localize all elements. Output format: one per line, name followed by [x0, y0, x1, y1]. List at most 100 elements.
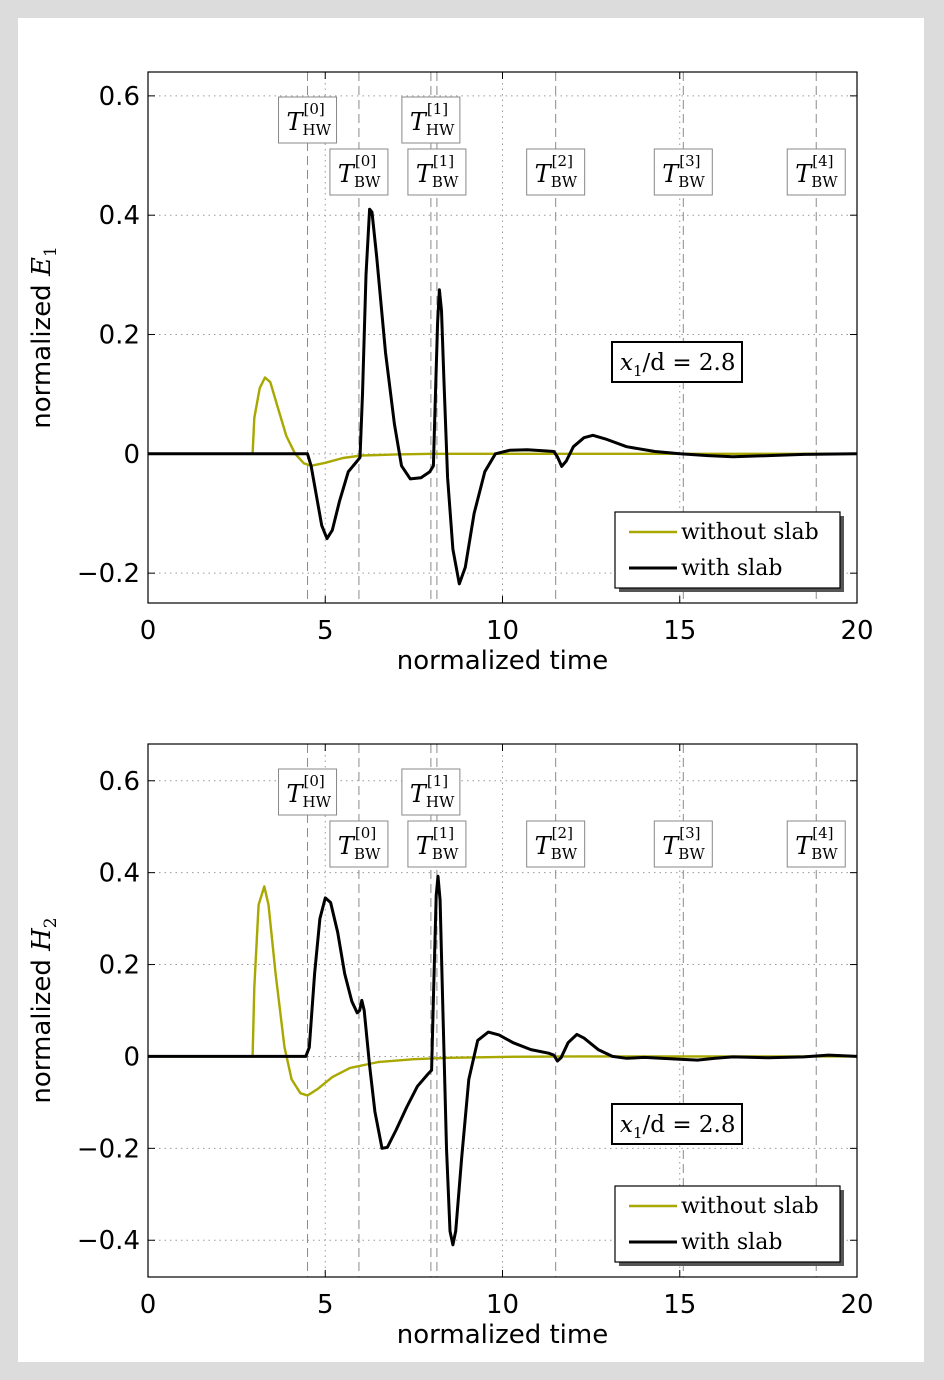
y-tick-label: −0.4 [77, 1226, 140, 1256]
figure: THW [0] THW [1] TBW [0] TBW [1] TBW [2] TBW [3] TBW[… [18, 18, 924, 1362]
marker-label-box [786, 820, 846, 868]
legend-frame [614, 1185, 841, 1263]
marker-label-bw: TBW[4] [786, 820, 846, 868]
marker-label-bw: TBW[2] [526, 820, 586, 868]
chart-panel-2: THW[0] THW[1]TBW[0] TBW[1] TBW[2] TBW[3] TBW[… [27, 743, 874, 1350]
marker-label-text: TBW [795, 160, 838, 191]
marker-label-text: THW [410, 108, 455, 139]
y-tick-label: 0.6 [99, 82, 140, 112]
marker-label-sup: [4] [812, 152, 833, 170]
y-tick-label: 0.4 [99, 201, 140, 231]
y-tick-label: 0.4 [99, 859, 140, 889]
marker-label-text: TBW [416, 832, 459, 863]
x-axis-label: normalized time [397, 1320, 608, 1350]
marker-label-text: THW [287, 780, 332, 811]
y-tick-label: 0 [123, 1042, 140, 1072]
marker-label-bw: TBW[1] [407, 148, 467, 196]
marker-label-sup: [2] [552, 824, 573, 842]
y-tick-label: 0.6 [99, 767, 140, 797]
marker-label-sup: [3] [679, 824, 700, 842]
marker-label-hw: THW[0] [278, 96, 338, 144]
chart-canvas: THW[0] THW[1]TBW[0] TBW[1] TBW[2] TBW[3] TBW[… [27, 71, 874, 1350]
marker-label-box [407, 148, 467, 196]
marker-label-sup: [1] [433, 152, 454, 170]
series-line-with-slab [148, 874, 858, 1247]
marker-label-box [278, 96, 338, 144]
marker-label-box [401, 96, 461, 144]
y-axis-label: normalized E1 [27, 246, 61, 429]
y-tick-label: −0.2 [77, 559, 140, 589]
x-tick-label: 15 [663, 1290, 696, 1320]
annotation-box: x1/d = 2.8 [611, 1103, 743, 1145]
marker-label-text: TBW [535, 160, 578, 191]
legend-label: without slab [681, 1194, 819, 1219]
marker-label-sup: [1] [427, 772, 448, 790]
series-line-with-slab [148, 207, 858, 586]
x-tick-label: 5 [317, 616, 334, 646]
marker-label-box [278, 768, 338, 816]
marker-label-bw: TBW[0] [329, 148, 389, 196]
marker-label-sup: [0] [355, 152, 376, 170]
x-tick-label: 15 [663, 616, 696, 646]
marker-label-hw: THW[1] [401, 96, 461, 144]
x-tick-label: 20 [840, 1290, 873, 1320]
annotation-frame [611, 341, 743, 383]
y-tick-label: 0.2 [99, 951, 140, 981]
marker-label-bw: TBW[3] [653, 148, 713, 196]
marker-label-text: TBW [795, 832, 838, 863]
marker-label-text: TBW [535, 832, 578, 863]
legend: without slab with slab [614, 511, 844, 592]
marker-label-hw: THW[1] [401, 768, 461, 816]
marker-label-sup: [4] [812, 824, 833, 842]
marker-label-box [786, 148, 846, 196]
marker-label-bw: TBW[3] [653, 820, 713, 868]
legend-label: with slab [681, 556, 782, 581]
marker-label-hw: THW[0] [278, 768, 338, 816]
legend-frame [614, 511, 841, 589]
marker-label-sup: [1] [427, 100, 448, 118]
x-tick-label: 5 [317, 1290, 334, 1320]
marker-label-box [407, 820, 467, 868]
marker-label-text: THW [410, 780, 455, 811]
marker-label-sup: [0] [304, 100, 325, 118]
x-axis-label: normalized time [397, 646, 608, 676]
annotation-box: x1/d = 2.8 [611, 341, 743, 383]
marker-label-bw: TBW[1] [407, 820, 467, 868]
y-axis-label: normalized H2 [27, 917, 61, 1103]
x-tick-label: 10 [486, 1290, 519, 1320]
marker-label-bw: TBW[0] [329, 820, 389, 868]
y-tick-label: 0 [123, 440, 140, 470]
marker-label-text: TBW [662, 832, 705, 863]
marker-label-text: TBW [416, 160, 459, 191]
marker-label-text: TBW [338, 832, 381, 863]
marker-label-bw: TBW[2] [526, 148, 586, 196]
x-tick-label: 0 [140, 616, 157, 646]
marker-label-box [653, 820, 713, 868]
legend: without slab with slab [614, 1185, 844, 1266]
chart-panel-1: THW[0] THW[1]TBW[0] TBW[1] TBW[2] TBW[3] TBW[… [27, 71, 874, 676]
x-tick-label: 20 [840, 616, 873, 646]
y-tick-label: 0.2 [99, 321, 140, 351]
x-tick-label: 10 [486, 616, 519, 646]
marker-label-box [401, 768, 461, 816]
annotation-frame [611, 1103, 743, 1145]
marker-label-sup: [0] [304, 772, 325, 790]
x-tick-label: 0 [140, 1290, 157, 1320]
marker-label-box [526, 148, 586, 196]
marker-label-bw: TBW[4] [786, 148, 846, 196]
legend-label: without slab [681, 520, 819, 545]
marker-label-box [653, 148, 713, 196]
annotation-text: x1/d = 2.8 [620, 1112, 735, 1142]
marker-label-sup: [0] [355, 824, 376, 842]
marker-label-text: THW [287, 108, 332, 139]
marker-label-box [329, 148, 389, 196]
marker-label-text: TBW [662, 160, 705, 191]
y-tick-label: −0.2 [77, 1134, 140, 1164]
marker-label-box [526, 820, 586, 868]
marker-label-sup: [2] [552, 152, 573, 170]
marker-label-sup: [1] [433, 824, 454, 842]
marker-label-text: TBW [338, 160, 381, 191]
marker-label-sup: [3] [679, 152, 700, 170]
annotation-text: x1/d = 2.8 [620, 350, 735, 380]
legend-label: with slab [681, 1230, 782, 1255]
